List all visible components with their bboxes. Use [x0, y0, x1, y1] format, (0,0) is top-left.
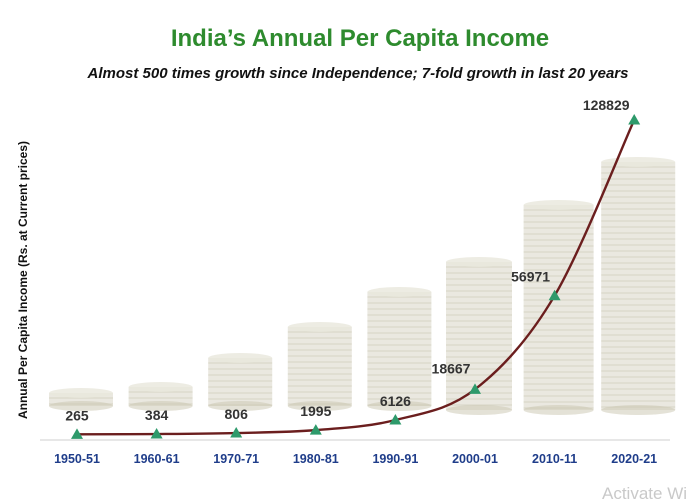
- data-label: 384: [145, 407, 169, 423]
- data-point-marker: [309, 424, 322, 435]
- data-label: 128829: [583, 97, 630, 113]
- data-point-marker: [389, 414, 402, 425]
- coin-stack: [446, 257, 512, 415]
- data-point-marker: [628, 114, 641, 125]
- data-point-marker: [71, 428, 83, 439]
- data-label: 265: [65, 407, 89, 423]
- data-labels: 265 384 806 1995 6126 18667 56971 128829: [65, 97, 629, 423]
- chart-title: India’s Annual Per Capita Income: [171, 25, 549, 52]
- coin-stack: [523, 200, 594, 415]
- x-tick-label: 2000-01: [452, 452, 498, 466]
- coin-stack: [49, 388, 113, 411]
- data-point-marker: [150, 428, 163, 439]
- coin-stack: [601, 157, 676, 415]
- activate-windows-watermark: Activate Wi: [602, 484, 688, 503]
- coin-stack: [367, 287, 432, 411]
- x-tick-label: 2010-11: [532, 452, 577, 466]
- data-point-marker: [469, 383, 481, 394]
- data-point-marker: [548, 289, 561, 301]
- data-label: 18667: [432, 360, 471, 376]
- data-label: 56971: [511, 269, 550, 285]
- coin-stack: [128, 382, 193, 411]
- chart-subtitle: Almost 500 times growth since Independen…: [87, 65, 629, 82]
- x-tick-label: 2020-21: [611, 452, 657, 466]
- y-axis-label: Annual Per Capita Income (Rs. at Current…: [16, 141, 30, 419]
- data-markers: [71, 114, 641, 439]
- x-tick-label: 1950-51: [54, 452, 100, 466]
- x-tick-labels: 1950-51 1960-61 1970-71 1980-81 1990-91 2000-…: [54, 452, 657, 466]
- coin-stacks-background: [49, 157, 676, 415]
- x-tick-label: 1990-91: [372, 452, 418, 466]
- data-label: 6126: [380, 393, 411, 409]
- data-label: 1995: [300, 403, 331, 419]
- data-label: 806: [225, 406, 249, 422]
- coin-stack: [287, 322, 352, 411]
- x-tick-label: 1970-71: [213, 452, 259, 466]
- x-tick-label: 1980-81: [293, 452, 339, 466]
- coin-stack: [208, 353, 273, 411]
- data-point-marker: [230, 427, 243, 438]
- x-tick-label: 1960-61: [134, 452, 180, 466]
